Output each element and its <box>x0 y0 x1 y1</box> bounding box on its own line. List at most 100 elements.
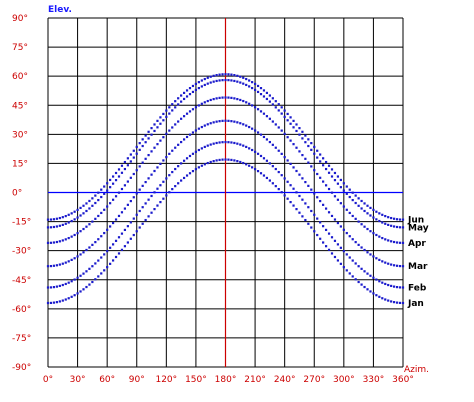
sun-position-point <box>70 212 73 215</box>
sun-position-point <box>319 237 322 240</box>
sun-position-point <box>236 160 239 163</box>
sun-position-point <box>316 172 319 176</box>
sun-position-point <box>114 195 118 198</box>
sun-position-point <box>354 201 357 205</box>
sun-position-point <box>277 103 280 106</box>
sun-position-point <box>206 123 209 126</box>
sun-position-point <box>327 164 331 167</box>
sun-position-point <box>304 180 307 184</box>
sun-position-point <box>88 267 91 270</box>
sun-position-point <box>191 170 195 173</box>
sun-position-point <box>251 148 254 152</box>
sun-position-point <box>159 184 162 187</box>
sun-position-point <box>319 176 322 179</box>
sun-position-point <box>236 80 239 83</box>
sun-position-point <box>372 276 375 279</box>
sun-position-point <box>307 161 310 164</box>
sun-position-point <box>106 205 109 208</box>
sun-position-point <box>147 215 150 218</box>
sun-position-point <box>117 252 121 255</box>
sun-position-point <box>132 156 135 159</box>
sun-position-point <box>117 191 121 194</box>
sun-position-point <box>256 90 260 94</box>
sun-position-point <box>126 180 129 183</box>
sun-position-point <box>230 120 233 123</box>
sun-position-point <box>141 222 144 225</box>
sun-position-point <box>313 230 316 233</box>
sun-position-point <box>322 241 325 244</box>
sun-position-point <box>76 208 79 212</box>
sun-position-point <box>138 209 141 213</box>
sun-position-point <box>209 143 212 146</box>
series-label: Feb <box>408 284 427 294</box>
sun-position-point <box>339 178 342 182</box>
sun-position-point <box>357 265 360 268</box>
data-points <box>46 73 405 305</box>
sun-position-point <box>221 79 224 82</box>
x-tick-label: 90° <box>129 375 145 385</box>
sun-position-point <box>103 253 106 256</box>
x-tick-label: 240° <box>274 375 296 385</box>
x-tick-label: 60° <box>99 375 115 385</box>
sun-position-point <box>345 231 348 235</box>
sun-position-point <box>295 123 298 126</box>
sun-position-point <box>239 160 242 164</box>
series-label: Jan <box>407 299 424 309</box>
sun-position-point <box>310 165 313 168</box>
sun-position-point <box>79 214 82 217</box>
sun-position-point <box>268 162 271 165</box>
sun-position-point <box>144 218 147 222</box>
sun-position-point <box>206 161 209 165</box>
sun-position-point <box>162 119 165 122</box>
sun-position-point <box>185 174 189 177</box>
x-tick-label: 180° <box>215 375 237 385</box>
sun-position-point <box>165 194 168 197</box>
sun-position-point <box>242 123 245 126</box>
sun-position-point <box>61 283 64 287</box>
sun-position-point <box>200 85 203 88</box>
sun-position-point <box>138 188 141 191</box>
sun-position-point <box>73 257 76 260</box>
sun-position-point <box>144 180 147 184</box>
sun-position-point <box>277 126 280 129</box>
sun-position-point <box>251 127 254 130</box>
sun-position-point <box>94 278 97 281</box>
sun-position-point <box>58 284 61 288</box>
sun-position-point <box>129 237 132 240</box>
sun-position-point <box>111 198 115 201</box>
sun-position-point <box>401 226 405 229</box>
sun-position-point <box>256 152 260 155</box>
sun-position-point <box>221 73 224 76</box>
sun-position-point <box>292 204 295 207</box>
sun-position-point <box>277 188 280 191</box>
sun-position-point <box>100 235 103 238</box>
sun-position-point <box>97 259 100 262</box>
sun-position-point <box>295 129 298 133</box>
sun-position-point <box>271 103 274 106</box>
sun-position-point <box>259 87 263 90</box>
sun-position-point <box>262 112 266 115</box>
sun-position-point <box>123 245 127 248</box>
sun-position-point <box>165 177 168 180</box>
sun-position-point <box>194 168 198 171</box>
sun-position-point <box>372 232 375 235</box>
sun-position-point <box>369 253 372 256</box>
sun-position-point <box>218 158 221 162</box>
x-tick-label: 270° <box>303 375 325 385</box>
sun-position-point <box>135 169 138 172</box>
sun-position-point <box>73 278 76 281</box>
sun-position-point <box>224 78 227 82</box>
sun-position-point <box>366 288 369 291</box>
sun-position-point <box>333 239 337 242</box>
sun-position-point <box>369 230 372 233</box>
sun-position-point <box>274 100 277 103</box>
sun-position-point <box>200 164 203 167</box>
sun-position-point <box>336 243 340 246</box>
sun-position-point <box>135 230 138 233</box>
sun-position-point <box>360 283 363 286</box>
sun-position-point <box>221 158 224 161</box>
sun-position-point <box>191 84 195 88</box>
sun-position-point <box>73 218 76 221</box>
sun-position-point <box>197 148 200 152</box>
sun-position-point <box>280 106 283 109</box>
